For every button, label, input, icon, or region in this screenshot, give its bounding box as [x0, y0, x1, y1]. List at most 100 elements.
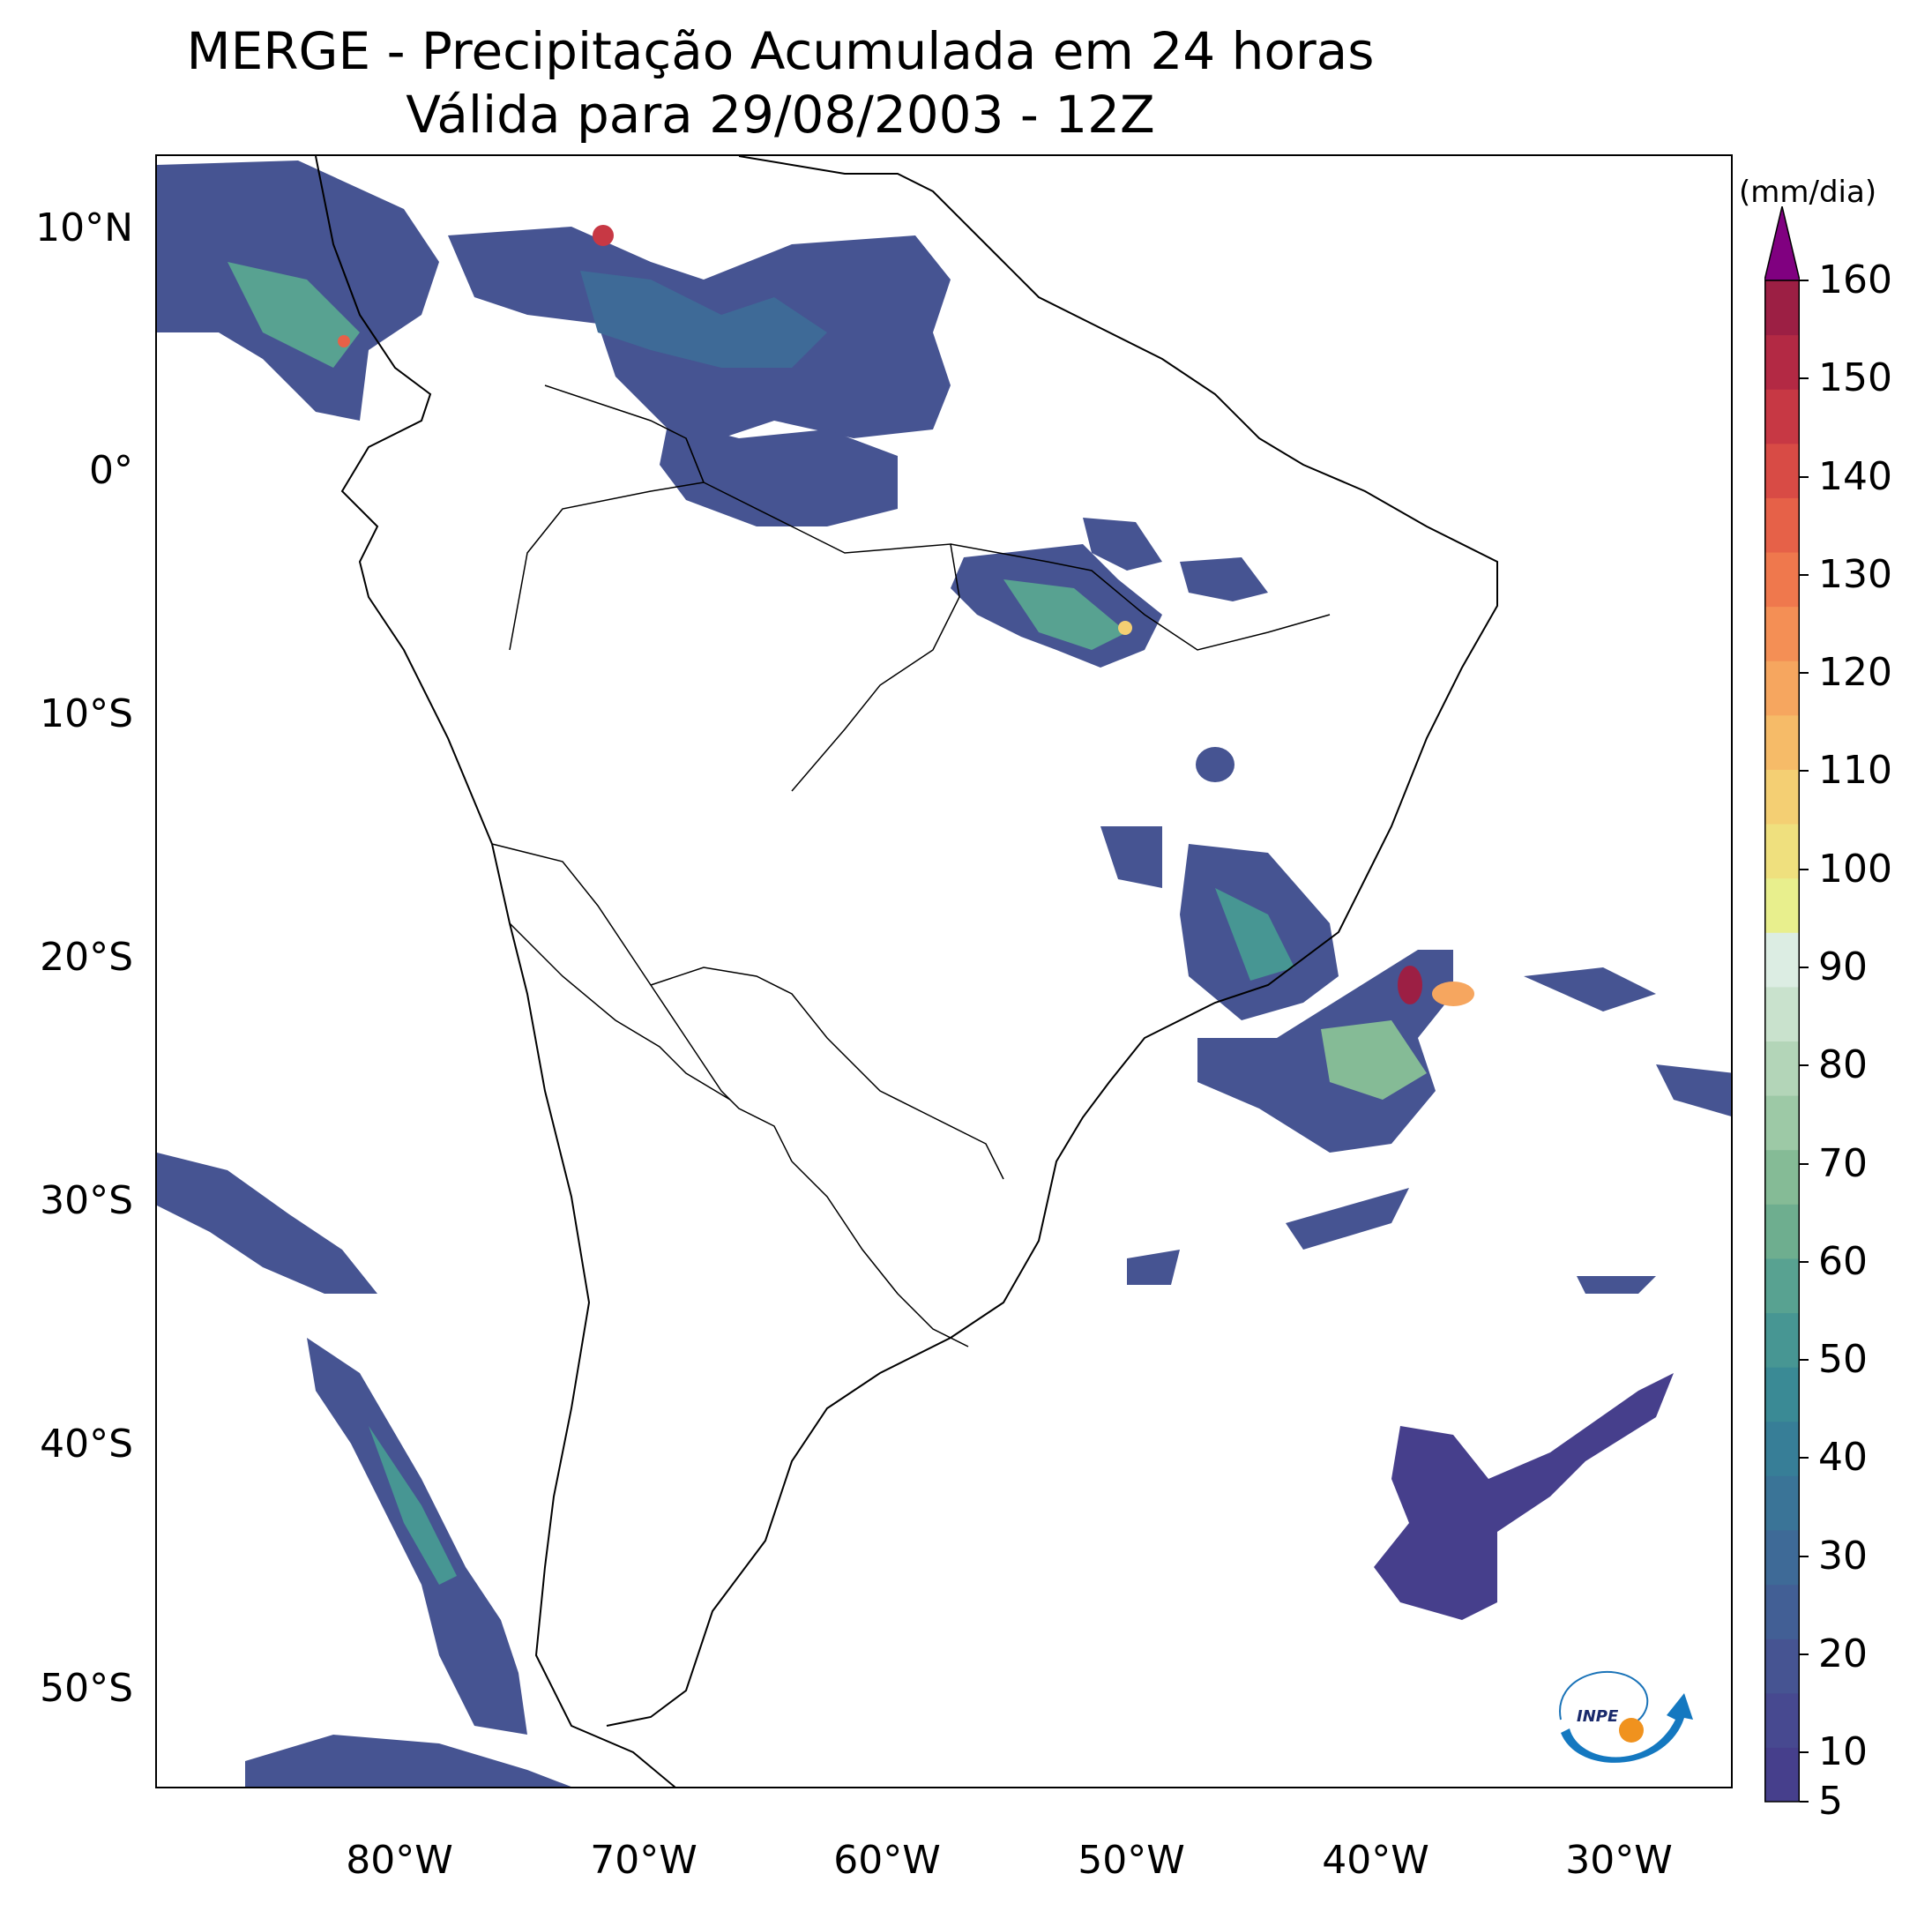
colorbar-tick	[1800, 377, 1809, 380]
rain-area-ne	[1196, 747, 1235, 782]
colorbar-tick-label: 120	[1818, 650, 1892, 696]
borders	[491, 384, 1331, 1347]
rain-peak	[593, 225, 614, 246]
colorbar-tick-label: 130	[1818, 551, 1892, 597]
rain-peak	[1432, 982, 1474, 1006]
colorbar-tick	[1800, 967, 1809, 969]
coastlines	[315, 156, 1498, 1787]
lon-label: 40°W	[1322, 1838, 1429, 1883]
colorbar-tick-label: 50	[1818, 1337, 1868, 1383]
rain-area-antarctic	[245, 1735, 571, 1787]
colorbar-bin	[1764, 389, 1800, 444]
country-border	[491, 843, 793, 1162]
rain-peak	[338, 335, 350, 347]
rain-peak	[1398, 966, 1422, 1004]
colorbar-bin	[1764, 661, 1800, 716]
rain-area-north-core	[228, 262, 360, 368]
precipitation-field	[157, 160, 1731, 1787]
colorbar-tick	[1800, 672, 1809, 675]
rain-area-atlantic	[1524, 967, 1656, 1011]
map-canvas	[157, 156, 1731, 1787]
colorbar-extend-arrow	[1764, 206, 1800, 281]
colorbar-bin	[1764, 1475, 1800, 1531]
colorbar-bin	[1764, 280, 1800, 336]
rain-area-atlantic	[1127, 1250, 1180, 1285]
colorbar-bin	[1764, 1204, 1800, 1259]
south-america-coast	[315, 156, 676, 1787]
colorbar-bin	[1764, 1692, 1800, 1748]
map-area[interactable]	[155, 154, 1733, 1788]
lon-label: 50°W	[1078, 1838, 1185, 1883]
rain-area-ne	[1180, 557, 1268, 601]
lat-label: 0°	[89, 448, 133, 493]
colorbar-tick-label: 5	[1818, 1779, 1843, 1824]
colorbar-tick	[1800, 1801, 1809, 1803]
colorbar-bin	[1764, 1149, 1800, 1205]
colorbar-bin	[1764, 1747, 1800, 1803]
lat-label: 10°N	[35, 205, 133, 250]
colorbar-bin	[1764, 986, 1800, 1041]
inpe-logo: INPE	[1559, 1670, 1693, 1763]
lat-label: 40°S	[40, 1422, 133, 1467]
rain-peak	[1118, 621, 1132, 635]
colorbar-bin	[1764, 1095, 1800, 1151]
rain-area-atlantic	[1656, 1064, 1731, 1116]
lon-label: 30°W	[1565, 1838, 1673, 1883]
colorbar-bin	[1764, 1258, 1800, 1314]
rain-area-central	[1100, 826, 1162, 888]
colorbar-bin	[1764, 606, 1800, 661]
colorbar-tick-label: 70	[1818, 1140, 1868, 1186]
country-border	[950, 543, 1331, 651]
colorbar-bin	[1764, 1312, 1800, 1368]
colorbar-tick	[1800, 1359, 1809, 1362]
colorbar-unit: (mm/dia)	[1739, 175, 1877, 210]
rain-area-ne	[1083, 518, 1162, 571]
rain-area-north-core	[580, 271, 827, 368]
colorbar-tick	[1800, 1260, 1809, 1263]
country-border	[509, 384, 705, 651]
colorbar-tick	[1800, 1555, 1809, 1557]
country-border	[791, 1161, 969, 1347]
rain-area-pacific	[157, 1153, 377, 1294]
svg-text:INPE: INPE	[1577, 1707, 1619, 1726]
colorbar-bins	[1764, 280, 1800, 1803]
colorbar-tick-label: 100	[1818, 846, 1892, 892]
colorbar-tick-label: 90	[1818, 944, 1868, 990]
colorbar-tick-label: 80	[1818, 1042, 1868, 1088]
south-america-coast	[606, 156, 1498, 1727]
rain-area-atlantic	[1577, 1276, 1656, 1294]
colorbar-bin	[1764, 1421, 1800, 1476]
map-title: MERGE - Precipitação Acumulada em 24 hor…	[186, 21, 1375, 81]
colorbar-tick-label: 60	[1818, 1238, 1868, 1284]
colorbar-tick	[1800, 1457, 1809, 1459]
lat-label: 10°S	[40, 691, 133, 736]
rain-area-chile-core	[369, 1426, 457, 1585]
rain-area-amazon	[660, 421, 898, 526]
lat-label: 50°S	[40, 1666, 133, 1711]
country-border	[509, 922, 731, 1101]
colorbar-bin	[1764, 1529, 1800, 1586]
colorbar-tick	[1800, 475, 1809, 478]
colorbar-tick-label: 160	[1818, 258, 1892, 302]
lon-label: 70°W	[590, 1838, 697, 1883]
colorbar-tick	[1800, 1162, 1809, 1165]
colorbar-tick	[1800, 280, 1809, 281]
colorbar-tick-label: 30	[1818, 1533, 1868, 1579]
colorbar-tick	[1800, 868, 1809, 870]
colorbar-tick	[1800, 770, 1809, 773]
colorbar-tick-label: 140	[1818, 453, 1892, 499]
country-border	[685, 437, 960, 792]
colorbar-bin	[1764, 714, 1800, 770]
colorbar-tick-label: 20	[1818, 1631, 1868, 1677]
colorbar-bin	[1764, 443, 1800, 498]
colorbar-bin	[1764, 769, 1800, 825]
rain-area-southeast-core	[1215, 888, 1294, 981]
rain-area-atlantic	[1286, 1188, 1409, 1250]
colorbar-bin	[1764, 1639, 1800, 1694]
lon-label: 80°W	[346, 1838, 453, 1883]
colorbar-tick-label: 110	[1818, 748, 1892, 794]
colorbar-tick	[1800, 573, 1809, 576]
colorbar-bin	[1764, 334, 1800, 390]
colorbar	[1764, 206, 1800, 1803]
colorbar-tick	[1800, 1653, 1809, 1656]
